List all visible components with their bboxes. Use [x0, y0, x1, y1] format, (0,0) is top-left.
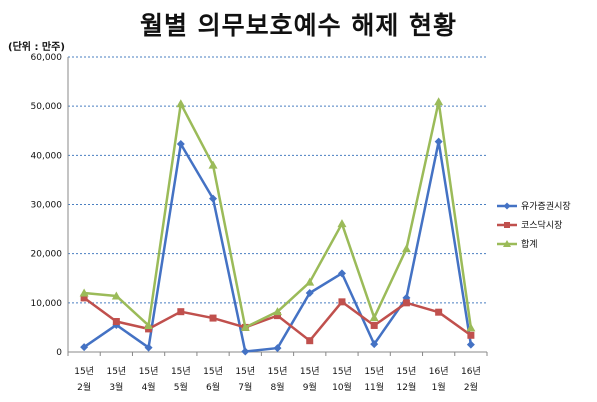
data-point-series-3 — [111, 291, 121, 300]
legend-marker — [503, 240, 511, 247]
data-point-series-3 — [401, 244, 411, 253]
x-tick-label-year: 15년 — [364, 366, 384, 377]
x-tick-label-month: 2월 — [464, 381, 478, 393]
data-point-series-3 — [176, 99, 186, 108]
x-tick-label-month: 12월 — [397, 381, 417, 393]
series-line-3 — [84, 100, 473, 329]
y-tick-label: 50,000 — [31, 102, 63, 112]
data-point-series-3 — [434, 97, 444, 106]
data-point-series-1 — [80, 343, 89, 352]
x-tick-label-month: 8월 — [270, 381, 284, 393]
data-point-series-3 — [240, 322, 250, 331]
y-tick-label: 10,000 — [31, 299, 63, 309]
x-tick-label-year: 15년 — [139, 366, 159, 377]
data-point-series-2 — [177, 308, 185, 316]
legend-label: 합계 — [521, 238, 538, 250]
x-tick-label-month: 4월 — [142, 381, 156, 393]
legend-label: 코스닥시장 — [521, 220, 562, 231]
data-point-series-2 — [370, 321, 378, 329]
data-point-series-2 — [402, 299, 410, 307]
x-tick-label-year: 15년 — [332, 366, 352, 377]
x-tick-label-month: 1월 — [432, 381, 446, 393]
x-tick-label-year: 15년 — [171, 366, 191, 377]
x-tick-label-month: 7월 — [238, 381, 252, 393]
data-point-series-1 — [209, 194, 218, 203]
data-point-series-2 — [338, 298, 346, 306]
data-point-series-3 — [144, 320, 154, 329]
x-tick-label-year: 15년 — [203, 366, 223, 377]
x-tick-label-year: 15년 — [300, 366, 320, 377]
data-point-series-1 — [434, 137, 443, 146]
chart-title: 월별 의무보호예수 해제 현황 — [139, 11, 458, 40]
data-point-series-1 — [144, 343, 153, 352]
data-point-series-2 — [274, 312, 281, 320]
data-point-series-1 — [241, 347, 250, 356]
x-tick-label-month: 9월 — [303, 381, 317, 393]
x-tick-label-month: 6월 — [206, 381, 220, 393]
legend-marker — [503, 202, 511, 210]
x-tick-label-month: 5월 — [174, 381, 188, 393]
unit-label: (단위 : 만주) — [8, 42, 65, 53]
x-tick-label-month: 10월 — [332, 381, 352, 393]
legend-marker — [504, 222, 510, 228]
x-tick-label-month: 3월 — [109, 381, 123, 393]
y-tick-label: 30,000 — [31, 201, 63, 211]
x-tick-label-year: 15년 — [268, 366, 288, 377]
y-tick-label: 0 — [56, 348, 62, 358]
data-point-series-1 — [305, 289, 314, 297]
data-point-series-3 — [208, 160, 218, 169]
data-point-series-3 — [305, 277, 315, 286]
data-point-series-3 — [466, 323, 476, 332]
x-tick-label-year: 15년 — [74, 366, 94, 377]
x-tick-label-year: 15년 — [235, 366, 255, 377]
x-tick-label-year: 16년 — [461, 366, 481, 377]
legend-label: 유가증권시장 — [521, 200, 571, 212]
y-tick-label: 60,000 — [31, 53, 63, 63]
data-point-series-2 — [306, 337, 314, 345]
data-point-series-1 — [370, 340, 379, 349]
data-point-series-1 — [466, 340, 475, 349]
data-point-series-2 — [209, 314, 217, 322]
data-point-series-1 — [273, 344, 282, 353]
x-tick-label-year: 15년 — [106, 366, 126, 377]
data-point-series-3 — [337, 219, 347, 228]
x-tick-label-month: 11월 — [364, 381, 384, 393]
x-tick-label-year: 15년 — [397, 366, 417, 377]
data-point-series-1 — [176, 140, 185, 149]
data-point-series-3 — [273, 307, 282, 316]
data-point-series-2 — [112, 318, 120, 326]
x-tick-label-year: 16년 — [429, 366, 449, 377]
data-point-series-3 — [369, 313, 379, 322]
y-tick-label: 20,000 — [31, 250, 63, 260]
data-point-series-2 — [435, 308, 443, 316]
data-point-series-2 — [467, 331, 475, 339]
data-point-series-2 — [80, 294, 88, 302]
data-point-series-1 — [337, 269, 346, 278]
x-tick-label-month: 2월 — [77, 381, 91, 393]
data-point-series-3 — [79, 288, 89, 297]
y-tick-label: 40,000 — [31, 151, 63, 161]
